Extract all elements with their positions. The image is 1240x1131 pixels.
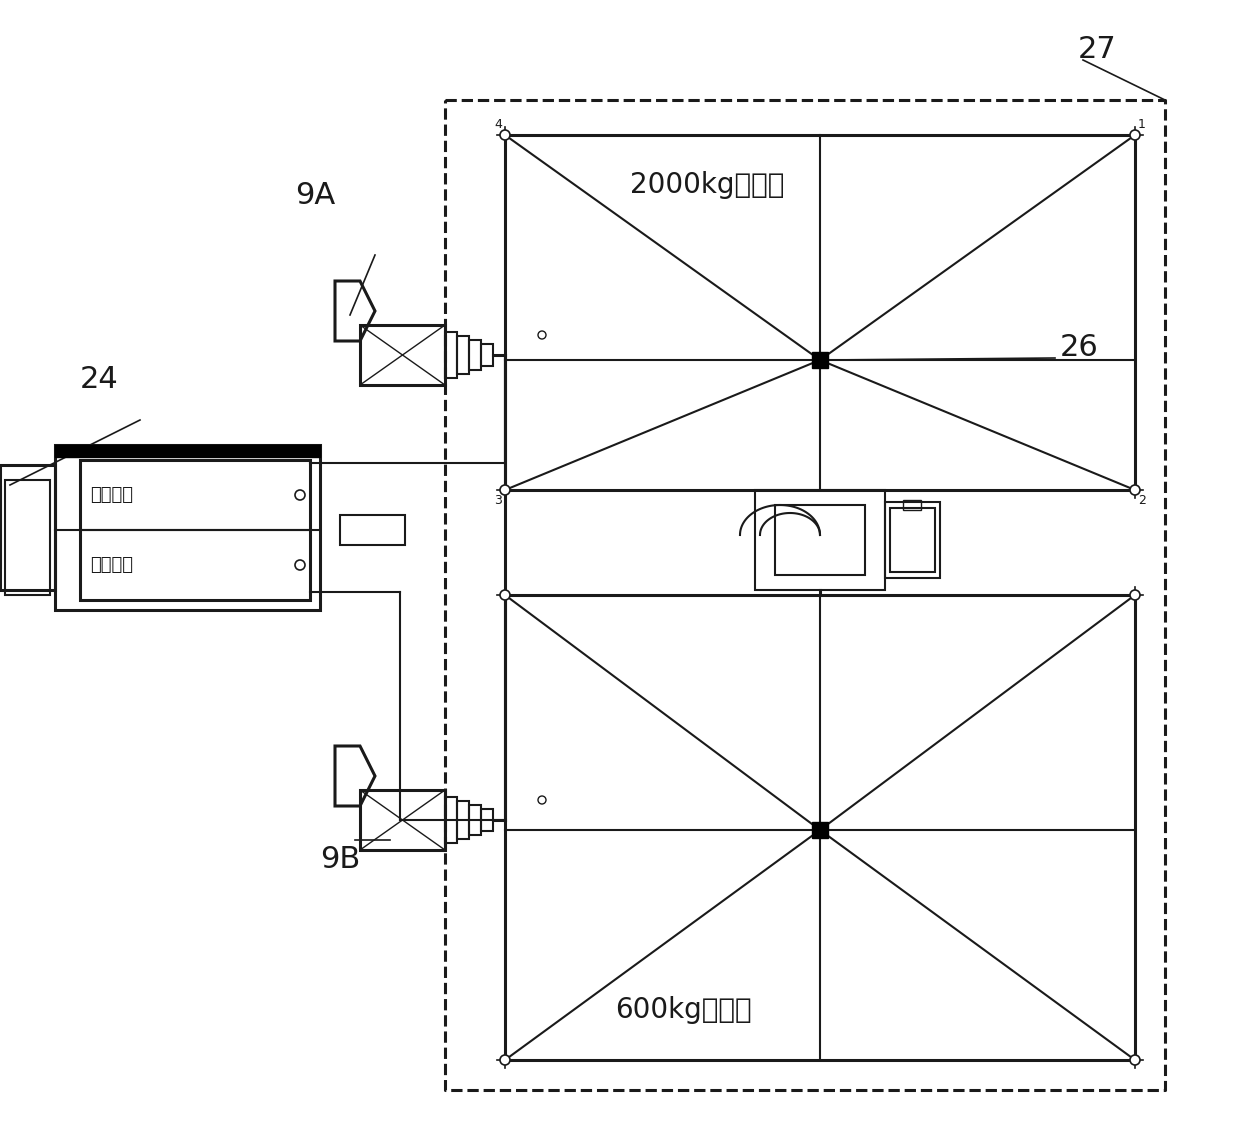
Bar <box>360 789 445 851</box>
Bar <box>890 508 935 572</box>
Bar <box>0 465 55 590</box>
Bar <box>445 797 458 843</box>
Bar <box>812 822 828 838</box>
Circle shape <box>500 130 510 140</box>
Bar <box>458 801 469 839</box>
Circle shape <box>1130 1055 1140 1065</box>
Bar <box>469 340 481 370</box>
Text: 9A: 9A <box>295 181 335 209</box>
Text: 2000kg电子称: 2000kg电子称 <box>630 171 785 199</box>
Bar <box>360 325 445 385</box>
Circle shape <box>500 485 510 495</box>
Bar <box>885 502 940 578</box>
Text: 液压泵站: 液压泵站 <box>91 486 133 504</box>
Circle shape <box>500 1055 510 1065</box>
Text: 9B: 9B <box>320 846 361 874</box>
Circle shape <box>1130 590 1140 601</box>
Circle shape <box>500 590 510 601</box>
Text: 27: 27 <box>1078 35 1117 64</box>
Text: 3: 3 <box>494 494 502 507</box>
Bar <box>55 444 320 457</box>
Bar <box>755 490 885 590</box>
Bar <box>458 336 469 374</box>
Text: 2: 2 <box>1138 494 1146 507</box>
Bar <box>481 809 494 831</box>
Bar <box>903 500 921 510</box>
Bar <box>469 805 481 835</box>
Circle shape <box>1130 130 1140 140</box>
Text: 1: 1 <box>1138 118 1146 131</box>
Bar <box>81 460 310 601</box>
Text: 液压泵站: 液压泵站 <box>91 556 133 575</box>
Bar <box>775 506 866 575</box>
Bar <box>5 480 50 595</box>
Text: 26: 26 <box>1060 334 1099 363</box>
Bar <box>812 352 828 368</box>
Circle shape <box>1130 485 1140 495</box>
Text: 600kg电子称: 600kg电子称 <box>615 996 751 1024</box>
Bar <box>481 344 494 366</box>
Text: 4: 4 <box>494 118 502 131</box>
Bar <box>445 333 458 378</box>
Bar <box>340 515 405 545</box>
Bar <box>55 444 320 610</box>
Text: 24: 24 <box>81 365 119 395</box>
